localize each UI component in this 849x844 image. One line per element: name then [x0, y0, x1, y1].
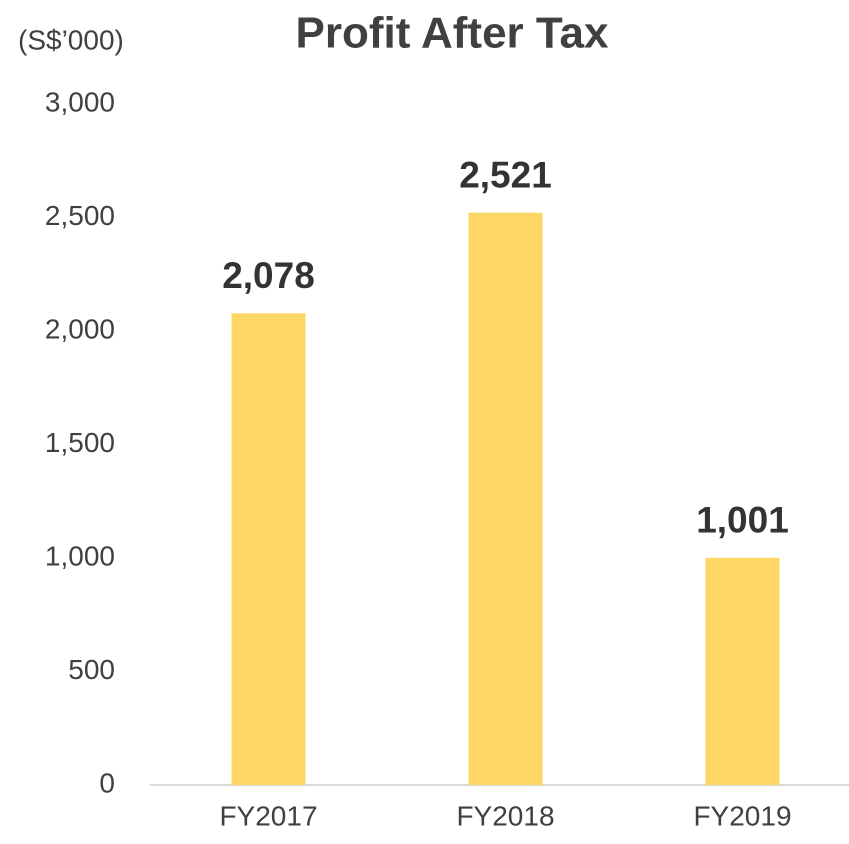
- x-tick-label: FY2018: [456, 800, 554, 831]
- y-tick-label: 0: [99, 767, 115, 798]
- y-tick-label: 2,500: [45, 200, 115, 231]
- data-label: 1,001: [696, 500, 789, 541]
- y-tick-label: 2,000: [45, 313, 115, 344]
- bar: [468, 212, 543, 785]
- data-label: 2,521: [459, 155, 552, 196]
- y-axis-label: (S$’000): [18, 24, 124, 55]
- chart-title: Profit After Tax: [296, 9, 609, 58]
- data-label: 2,078: [222, 255, 315, 296]
- y-tick-label: 500: [68, 654, 115, 685]
- y-tick-label: 3,000: [45, 86, 115, 117]
- bar: [705, 557, 780, 785]
- x-tick-label: FY2019: [693, 800, 791, 831]
- bar: [231, 313, 306, 785]
- y-tick-label: 1,000: [45, 540, 115, 571]
- x-tick-label: FY2017: [219, 800, 317, 831]
- y-tick-label: 1,500: [45, 427, 115, 458]
